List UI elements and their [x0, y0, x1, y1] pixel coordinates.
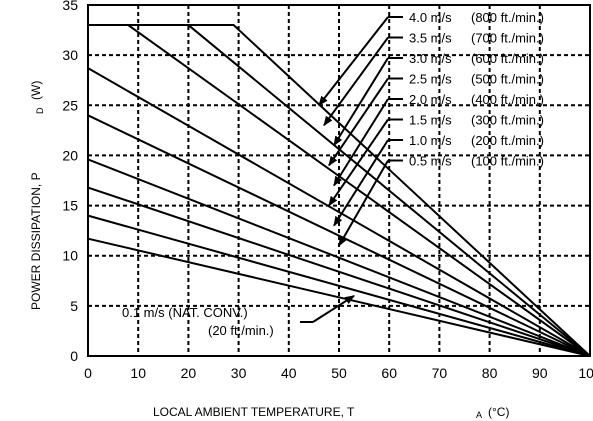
- annotation-rate-4: (400 ft./min.): [471, 92, 544, 107]
- x-axis-subscript: A: [476, 410, 482, 420]
- y-tick-label-30: 30: [62, 47, 78, 63]
- annotation-rate-0: (800 ft./min.): [471, 10, 544, 25]
- annotation-arrow-4: [333, 98, 389, 187]
- y-tick-label-20: 20: [62, 147, 78, 163]
- x-tick-label-50: 50: [331, 365, 347, 381]
- x-tick-label-0: 0: [84, 365, 92, 381]
- y-axis-unit: (W): [29, 81, 43, 100]
- annotation-speed-1: 3.5 m/s: [409, 31, 452, 46]
- annotation-arrow-3: [328, 77, 389, 167]
- tick-labels: 0 10 20 30 40 50 60 70 80 90 100 0 5 10 15 20 25 30 35: [62, 0, 593, 381]
- y-tick-label-5: 5: [70, 298, 78, 314]
- annotation-arrow-0: [318, 16, 389, 107]
- annotation-speed-2: 3.0 m/s: [409, 51, 452, 66]
- bottom-annotation-arrow: [312, 294, 355, 323]
- y-tick-label-25: 25: [62, 97, 78, 113]
- x-tick-label-10: 10: [130, 365, 146, 381]
- y-axis-subscript: D: [35, 107, 45, 114]
- y-tick-label-15: 15: [62, 198, 78, 214]
- axis-titles: LOCAL AMBIENT TEMPERATURE, T A (°C) POWE…: [29, 81, 509, 420]
- y-tick-label-0: 0: [70, 348, 78, 364]
- annotation-rate-5: (300 ft./min.): [471, 113, 544, 128]
- annotation-arrows: [300, 16, 403, 323]
- series-line-8: [87, 237, 591, 357]
- x-tick-label-90: 90: [532, 365, 548, 381]
- plot-frame: [87, 4, 591, 357]
- annotation-rate-1: (700 ft./min.): [471, 31, 544, 46]
- annotation-speed-7: 0.5 m/s: [409, 154, 452, 169]
- bottom-annotation-line1: 0.1 m/s (NAT. CONV.): [122, 305, 248, 320]
- x-axis-unit: (°C): [488, 405, 509, 419]
- series-lines: [87, 24, 591, 357]
- x-tick-label-20: 20: [181, 365, 197, 381]
- series-line-4: [87, 114, 591, 357]
- series-line-5: [87, 158, 591, 357]
- y-axis-title: POWER DISSIPATION, P: [29, 172, 43, 310]
- annotation-arrow-2: [333, 57, 389, 147]
- x-tick-label-60: 60: [381, 365, 397, 381]
- y-axis-title-group: POWER DISSIPATION, P D (W): [29, 81, 45, 310]
- annotation-arrow-7: [338, 160, 389, 247]
- series-line-6: [87, 186, 591, 357]
- annotation-arrow-6: [333, 139, 389, 227]
- annotation-rate-6: (200 ft./min.): [471, 133, 544, 148]
- series-line-3: [87, 67, 591, 357]
- annotation-speed-6: 1.0 m/s: [409, 133, 452, 148]
- annotation-arrow-5: [328, 118, 389, 207]
- series-line-2: [88, 24, 591, 357]
- y-tick-label-10: 10: [62, 248, 78, 264]
- bottom-annotation-line2: (20 ft./min.): [208, 323, 274, 338]
- annotation-labels: 4.0 m/s (800 ft./min.) 3.5 m/s (700 ft./min…: [122, 10, 544, 338]
- annotation-speed-4: 2.0 m/s: [409, 92, 452, 107]
- annotation-speed-3: 2.5 m/s: [409, 72, 452, 87]
- x-axis-title: LOCAL AMBIENT TEMPERATURE, T: [153, 405, 355, 419]
- x-tick-label-30: 30: [231, 365, 247, 381]
- y-tick-label-35: 35: [62, 0, 78, 13]
- x-tick-label-40: 40: [281, 365, 297, 381]
- series-line-7: [87, 214, 591, 357]
- x-tick-label-100: 100: [578, 365, 593, 381]
- axes: [87, 4, 591, 357]
- annotation-speed-5: 1.5 m/s: [409, 113, 452, 128]
- annotation-rate-7: (100 ft./min.): [471, 154, 544, 169]
- annotation-rate-3: (500 ft./min.): [471, 72, 544, 87]
- annotation-arrow-1: [323, 36, 389, 127]
- x-tick-label-80: 80: [482, 365, 498, 381]
- x-tick-label-70: 70: [432, 365, 448, 381]
- annotation-rate-2: (600 ft./min.): [471, 51, 544, 66]
- annotation-speed-0: 4.0 m/s: [409, 10, 452, 25]
